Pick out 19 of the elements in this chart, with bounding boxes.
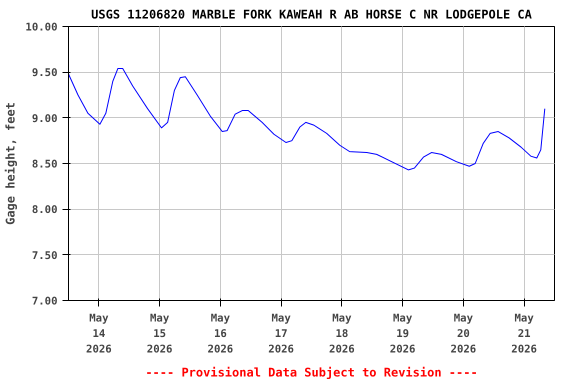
x-tick-label: May 18 2026	[329, 312, 355, 356]
x-tick-label: May 17 2026	[268, 312, 294, 356]
y-tick-label: 9.50	[32, 66, 58, 80]
text: ---- Provisional Data Subject to Revision ----	[145, 366, 478, 380]
y-tick-label: 7.50	[32, 248, 58, 262]
y-tick-label: 10.00	[25, 20, 58, 34]
x-tick-label: May 14 2026	[86, 312, 112, 356]
x-tick-label: May 20 2026	[450, 312, 476, 356]
x-tick-label: May 15 2026	[146, 312, 172, 356]
y-tick-label: 7.00	[32, 294, 58, 308]
x-tick-label: May 16 2026	[208, 312, 234, 356]
y-tick-label: 8.50	[32, 158, 58, 170]
y-tick-label: 8.00	[32, 203, 58, 216]
x-tick-label: May 21 2026	[511, 312, 537, 356]
y-axis-title: Gage height, feet	[3, 102, 18, 225]
y-tick-label: 9.00	[32, 112, 58, 125]
x-tick-label: May 19 2026	[390, 312, 416, 356]
line-series	[68, 68, 546, 170]
chart-title: USGS 11206820 MARBLE FORK KAWEAH R AB HORSE C NR LODGEPOLE CA	[91, 8, 533, 22]
